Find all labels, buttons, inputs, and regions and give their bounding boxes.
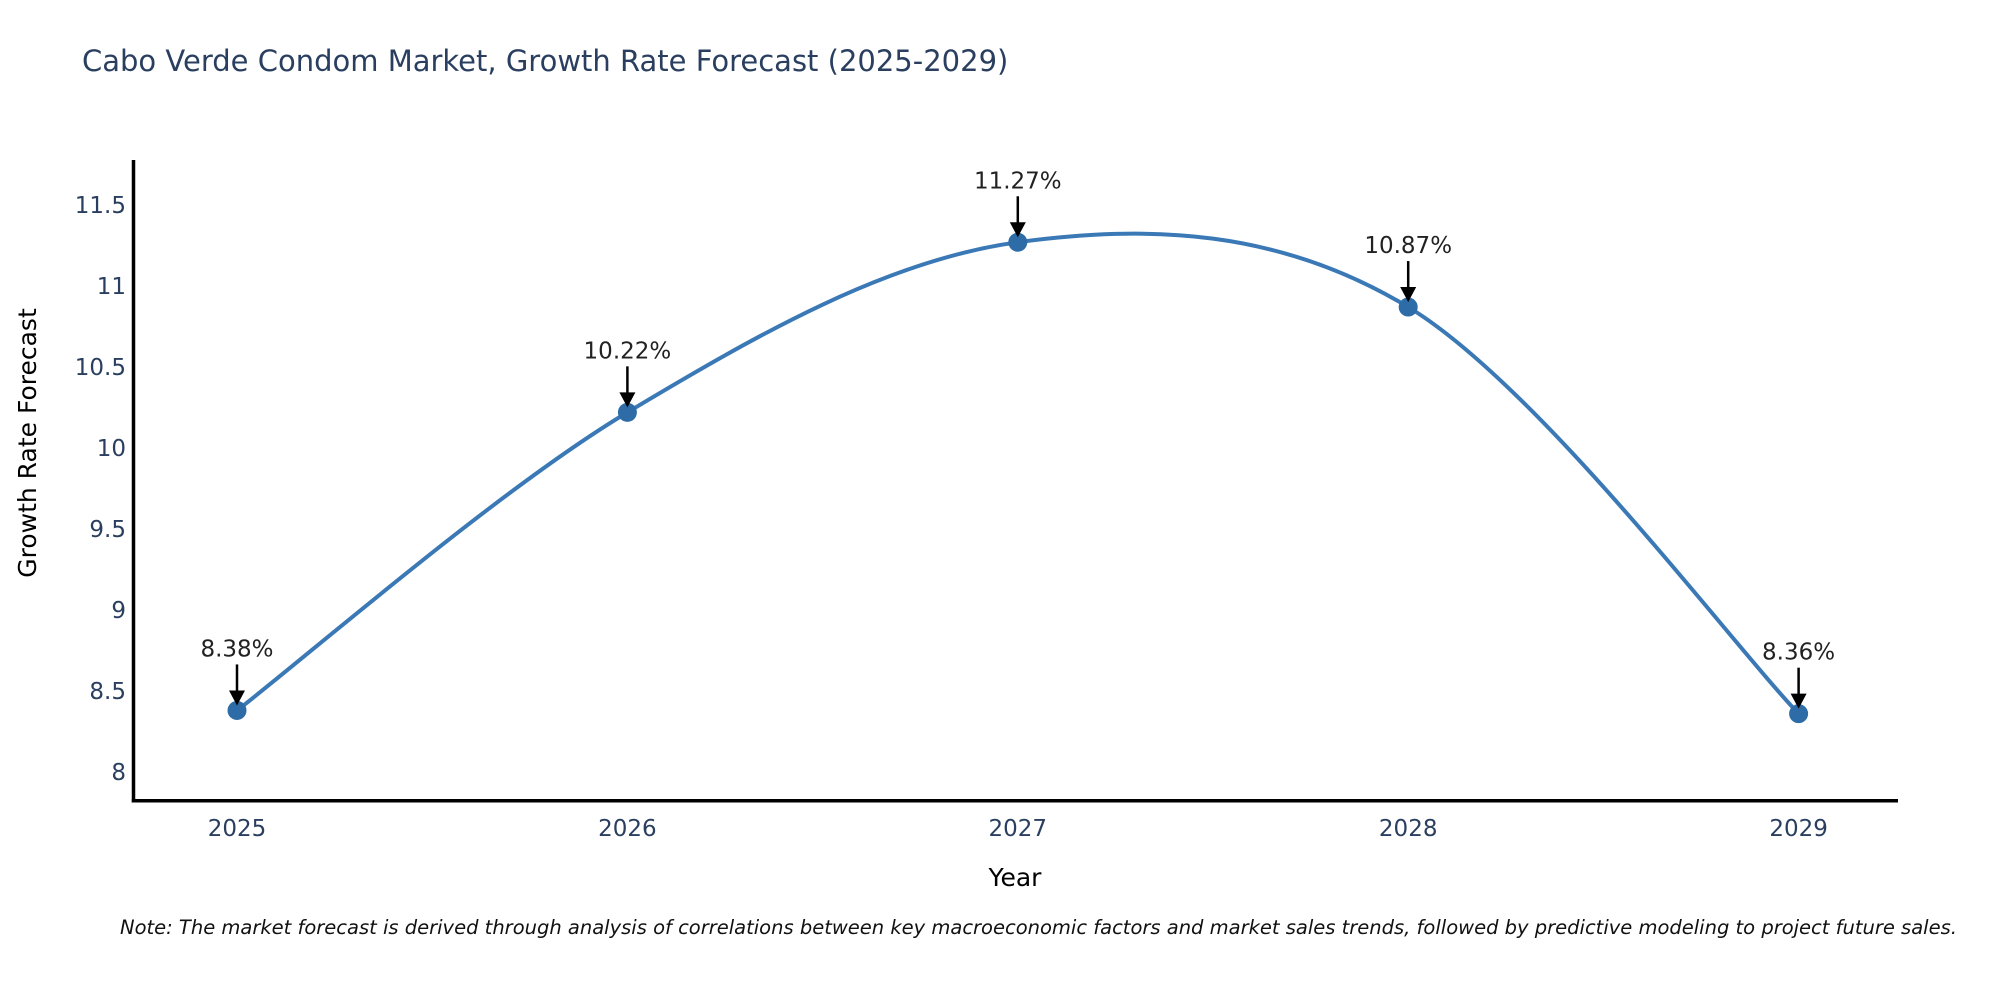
x-tick-label: 2028 xyxy=(1379,816,1438,842)
annotation-arrowhead xyxy=(1400,287,1417,303)
line-series xyxy=(227,231,1809,724)
axes xyxy=(131,160,1898,803)
x-tick-label: 2025 xyxy=(208,816,267,842)
y-tick-label: 9.5 xyxy=(89,517,126,543)
annotation-arrowhead xyxy=(1009,222,1026,238)
point-value-label: 11.27% xyxy=(974,168,1062,194)
chart-title: Cabo Verde Condom Market, Growth Rate Fo… xyxy=(82,44,1009,78)
point-value-label: 10.87% xyxy=(1364,233,1452,259)
y-tick-label: 8 xyxy=(111,760,126,786)
data-point-marker xyxy=(1398,297,1418,317)
data-point-marker xyxy=(1789,704,1809,724)
data-point-marker xyxy=(617,402,637,422)
x-tick-labels: 2025 2026 2027 2028 2029 xyxy=(208,816,1828,842)
data-point-marker xyxy=(1008,232,1028,252)
y-tick-labels: 8 8.5 9 9.5 10 10.5 11 11.5 xyxy=(75,193,126,786)
x-axis-title: Year xyxy=(988,863,1043,892)
x-tick-label: 2026 xyxy=(598,816,657,842)
annotation-arrowhead xyxy=(1790,693,1807,709)
y-tick-label: 11.5 xyxy=(75,193,126,219)
x-tick-label: 2029 xyxy=(1769,816,1828,842)
x-tick-label: 2027 xyxy=(989,816,1048,842)
annotation-arrowhead xyxy=(229,690,245,706)
point-value-label: 8.36% xyxy=(1762,640,1835,666)
y-tick-label: 8.5 xyxy=(89,679,126,705)
y-tick-label: 10.5 xyxy=(75,355,126,381)
y-tick-label: 10 xyxy=(97,436,126,462)
annotation-arrowhead xyxy=(619,392,636,408)
footnote: Note: The market forecast is derived thr… xyxy=(120,916,1957,939)
point-value-label: 10.22% xyxy=(584,338,672,364)
data-point-marker xyxy=(227,700,247,720)
series-line xyxy=(235,231,1801,716)
y-axis-title: Growth Rate Forecast xyxy=(13,308,42,578)
y-tick-label: 11 xyxy=(97,274,126,300)
point-annotations: 8.38% 10.22% 11.27% 10.87% 8.36% xyxy=(200,168,1835,709)
point-value-label: 8.38% xyxy=(200,636,273,662)
y-tick-label: 9 xyxy=(111,598,126,624)
